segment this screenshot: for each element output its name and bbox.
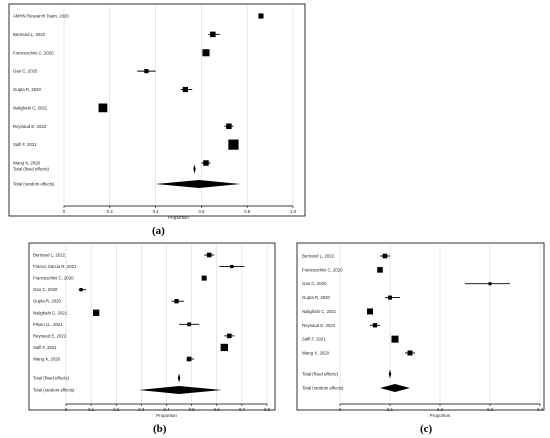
study-label: Gupta R, 2020 <box>33 299 62 304</box>
fixed-effects-diamond <box>388 369 392 379</box>
x-axis-label: Proportion <box>430 413 451 418</box>
x-tick-label: 0.2 <box>107 209 114 214</box>
study-label: Franceschini C, 2020 <box>13 50 54 55</box>
x-tick-label: 0.6 <box>214 407 221 412</box>
x-tick-label: 0.3 <box>487 407 494 412</box>
study-estimate-marker <box>367 308 373 315</box>
study-label: Wang X, 2020 <box>33 357 61 362</box>
study-estimate-marker <box>206 252 212 258</box>
x-axis-label: Proportion <box>168 215 189 220</box>
study-estimate-marker <box>203 160 209 166</box>
x-tick-label: 0.1 <box>88 407 95 412</box>
x-tick-label: 0.7 <box>239 407 246 412</box>
study-label: Gao C, 2020 <box>33 287 58 292</box>
study-label: Bertrand L, 2022 <box>13 32 46 37</box>
study-estimate-marker <box>382 253 388 259</box>
fixed-effects-label: Total (fixed effects) <box>302 372 339 377</box>
random-effects-label: Total (random effects) <box>302 386 344 391</box>
study-label: Salfi F, 2021 <box>13 142 37 147</box>
study-label: Wang X, 2020 <box>13 161 41 166</box>
fixed-effects-diamond <box>193 164 196 174</box>
study-estimate-marker <box>182 86 189 93</box>
fixed-effects-label: Total (fixed effects) <box>13 167 50 172</box>
study-label: Bertrand L, 2022 <box>302 254 335 259</box>
study-estimate-marker <box>230 264 234 269</box>
study-label: Reynaud E, 2022 <box>302 323 336 328</box>
study-estimate-marker <box>144 69 149 74</box>
panel-label: (a) <box>152 225 165 237</box>
study-label: Franco Garcia R, 2021 <box>33 264 77 269</box>
study-label: Reynaud E, 2022 <box>33 333 67 338</box>
study-estimate-marker <box>226 123 232 130</box>
study-label: Bertrand L, 2022 <box>33 253 66 258</box>
forest-plot-b: 0 0.1 0.2 0.3 0.4 0.5 0.6 0.7 0.8 Proportion Bertr… <box>28 242 276 435</box>
x-tick-label: 0.6 <box>198 209 205 214</box>
study-label: Nalighahi C, 2021 <box>33 310 68 315</box>
study-estimate-marker <box>258 13 264 19</box>
random-effects-diamond <box>155 180 241 188</box>
study-estimate-marker <box>227 333 232 339</box>
study-estimate-marker <box>202 49 210 57</box>
x-tick-label: 1.0 <box>290 209 297 214</box>
x-tick-label: 0 <box>339 407 342 412</box>
study-estimate-marker <box>220 343 228 352</box>
study-estimate-marker <box>210 31 216 38</box>
fixed-effects-diamond <box>177 373 181 383</box>
fixed-effects-label: Total (fixed effects) <box>33 376 70 381</box>
x-tick-label: 0 <box>63 209 66 214</box>
x-tick-label: 0.8 <box>244 209 251 214</box>
x-tick-label: 0.8 <box>264 407 271 412</box>
panel-label: (c) <box>420 423 433 435</box>
study-estimate-marker <box>98 103 108 113</box>
study-estimate-marker <box>79 288 83 292</box>
study-label: Franceschini C, 2020 <box>302 267 343 272</box>
random-effects-diamond <box>380 384 410 392</box>
study-label: AMHN Research Team, 2020 <box>13 14 69 19</box>
random-effects-label: Total (random effects) <box>33 388 75 393</box>
study-label: Wang X, 2020 <box>302 351 330 356</box>
study-label: Gupta R, 2020 <box>302 295 331 300</box>
panel-label: (b) <box>153 423 167 435</box>
x-tick-label: 0.3 <box>138 407 145 412</box>
x-tick-label: 0.4 <box>164 407 171 412</box>
study-label: Nalighahi C, 2021 <box>302 309 337 314</box>
x-tick-label: 0.1 <box>387 407 394 412</box>
study-estimate-marker <box>174 299 179 304</box>
forest-plot-c: 0 0.1 0.2 0.3 0.4 Proportion Bertrand L, 2022 F… <box>296 242 545 435</box>
study-estimate-marker <box>187 322 192 327</box>
study-label: Franceschini C, 2020 <box>33 276 74 281</box>
study-estimate-marker <box>391 335 399 343</box>
x-tick-label: 0.4 <box>153 209 160 214</box>
panel-frame <box>8 3 306 217</box>
study-label: Pilsen LL, 2021 <box>33 322 63 327</box>
study-estimate-marker <box>377 267 383 273</box>
x-tick-label: 0.4 <box>537 407 544 412</box>
panel-frame <box>28 242 276 411</box>
x-tick-label: 0 <box>65 407 68 412</box>
study-estimate-marker <box>201 275 207 281</box>
study-label: Reynaud E, 2022 <box>13 124 47 129</box>
study-label: Gao C, 2020 <box>13 69 38 74</box>
x-axis-label: Proportion <box>156 413 177 418</box>
study-estimate-marker <box>228 139 239 150</box>
x-tick-label: 0.2 <box>113 407 120 412</box>
study-label: Salfi F, 2021 <box>33 345 57 350</box>
study-estimate-marker <box>186 356 192 362</box>
study-label: Gao C, 2020 <box>302 281 327 286</box>
x-tick-label: 0.2 <box>437 407 444 412</box>
study-estimate-marker <box>93 309 100 316</box>
study-estimate-marker <box>407 350 413 356</box>
study-label: Nalighahi C, 2021 <box>13 105 48 110</box>
panel-frame <box>296 242 545 411</box>
x-tick-label: 0.5 <box>189 407 196 412</box>
study-estimate-marker <box>388 295 392 300</box>
study-estimate-marker <box>372 323 378 328</box>
random-effects-diamond <box>138 386 222 394</box>
study-label: Gupta R, 2020 <box>13 87 42 92</box>
random-effects-label: Total (random effects) <box>13 182 55 187</box>
study-estimate-marker <box>488 282 492 286</box>
forest-plot-a: 0 0.2 0.4 0.6 0.8 1.0 Proportion AMHN Research … <box>8 3 306 237</box>
study-label: Salfi F, 2021 <box>302 337 326 342</box>
